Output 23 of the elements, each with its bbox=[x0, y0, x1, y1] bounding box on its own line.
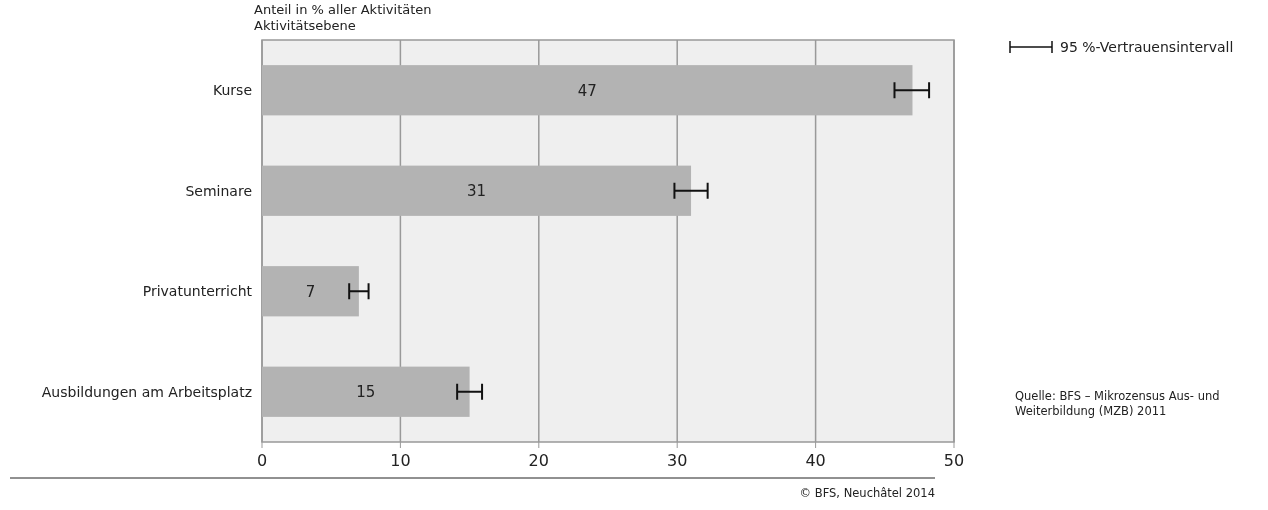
x-tick-label: 0 bbox=[256, 451, 268, 470]
data-label: 31 bbox=[466, 182, 487, 200]
bar bbox=[262, 65, 913, 116]
x-tick-label: 20 bbox=[528, 451, 549, 470]
bar bbox=[262, 165, 692, 216]
bar bbox=[262, 366, 470, 417]
x-axis-title: Anteil in % aller Aktivitäten bbox=[254, 2, 432, 17]
source-note: Quelle: BFS – Mikrozensus Aus- und Weiterbildung (MZB) 2011 bbox=[1015, 389, 1220, 418]
x-tick-label: 30 bbox=[667, 451, 688, 470]
bar bbox=[262, 266, 359, 317]
data-label: 47 bbox=[577, 81, 597, 100]
text: © BFS, Neuchâtel 2014 bbox=[799, 486, 935, 500]
x-tick-label: 40 bbox=[805, 451, 826, 470]
y-axis-title: Aktivitätsebene bbox=[254, 18, 356, 33]
y-tick-label: Ausbildungen am Arbeitsplatz bbox=[41, 383, 252, 400]
y-tick-label: Privatunterricht bbox=[142, 283, 253, 300]
y-tick-label: Seminare bbox=[185, 182, 252, 199]
x-tick-label: 10 bbox=[390, 451, 411, 470]
data-label: 7 bbox=[305, 282, 316, 301]
legend-title: 95 %-Vertrauensintervall bbox=[1060, 38, 1234, 55]
y-tick-label: Kurse bbox=[212, 82, 252, 99]
x-tick-label: 50 bbox=[943, 451, 965, 470]
data-label: 15 bbox=[356, 383, 376, 401]
